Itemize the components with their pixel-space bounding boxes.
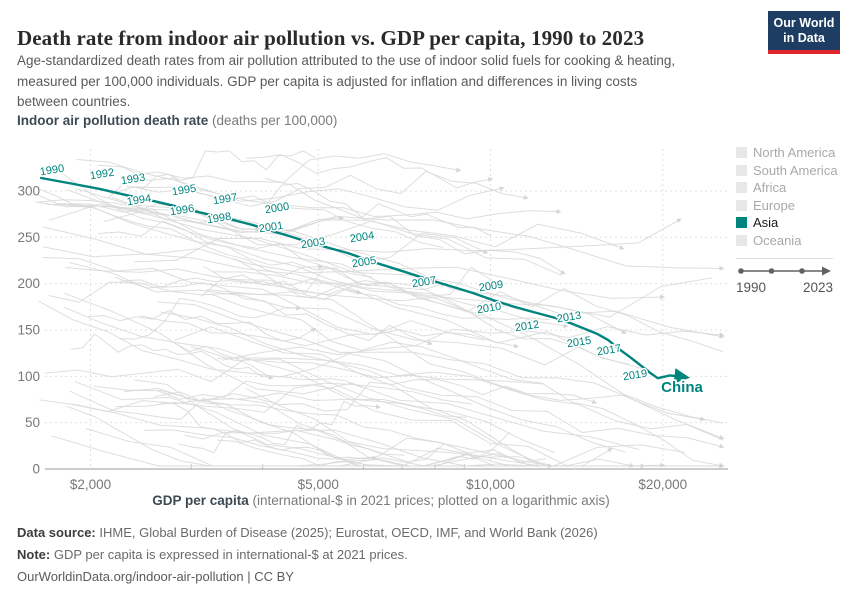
year-label: 2010 [476,301,502,317]
legend-item-europe[interactable]: Europe [736,197,846,215]
legend-label: South America [753,162,838,178]
year-label: 1997 [212,192,238,208]
legend-divider [736,258,833,259]
year-label: 2005 [351,255,377,271]
y-tick-label: 200 [17,276,40,291]
year-label: 1992 [89,167,115,183]
legend-swatch [736,199,747,211]
year-label: 2004 [349,230,375,246]
owid-logo-line1: Our World [773,16,835,30]
legend-item-africa[interactable]: Africa [736,179,846,197]
legend-label: Oceania [753,232,802,248]
legend-label: North America [753,145,836,161]
year-label: 2001 [258,220,284,236]
legend-swatch [736,164,747,176]
year-label: 1994 [126,193,152,209]
subtitle-line: Age-standardized death rates from air po… [17,53,676,68]
year-label: 2007 [411,275,437,291]
footer: Data source: IHME, Global Burden of Dise… [17,522,598,588]
axes: 0 50 100 150 200 250 300 $2,000 $5,000 $10,000 $20… [17,183,728,492]
timeline-dot [738,268,744,274]
x-axis-title: GDP per capita (international-$ in 2021 … [152,493,610,508]
year-label: 1995 [171,183,197,199]
background-series [35,150,725,469]
timeline-dot [799,268,805,274]
timeline-arrow-icon [822,266,831,276]
year-label: 2019 [622,368,648,384]
y-tick-label: 150 [17,322,40,337]
legend-items: North America South America Africa Europe As… [736,144,846,249]
page-title: Death rate from indoor air pollution vs.… [17,26,645,51]
y-tick-label: 300 [17,183,40,198]
year-label: 1996 [169,203,195,219]
timeline-dot [768,268,775,274]
subtitle-line: measured per 100,000 individuals. GDP pe… [17,73,638,89]
data-source-line: Data source: IHME, Global Burden of Dise… [17,525,598,540]
y-tick-label: 100 [17,369,40,384]
year-labels: 1990 1992 1993 1994 1995 1996 1997 1998 2000 2001… [38,161,650,385]
license-link[interactable]: OurWorldinData.org/indoor-air-pollution … [17,569,294,584]
legend-label: Africa [753,180,787,196]
legend-swatch [736,234,747,246]
subtitle-line: between countries. [17,94,131,109]
legend-swatch [736,147,747,159]
legend-swatch [736,217,747,229]
legend-label: Europe [753,197,795,213]
year-label: 1998 [206,211,232,227]
timeline-start-year[interactable]: 1990 [736,280,767,295]
note-line: Note: GDP per capita is expressed in int… [17,547,408,562]
legend-item-asia[interactable]: Asia [736,214,846,232]
china-line [39,176,690,384]
y-tick-label: 250 [17,230,40,245]
year-label: 2000 [264,201,290,217]
year-label: 2013 [556,310,582,326]
chart-canvas: GDP per capita (international-$ in 2021 … [17,149,728,508]
legend-swatch [736,182,747,194]
chart-area[interactable]: GDP per capita (international-$ in 2021 … [0,135,760,515]
year-label: 2003 [300,236,326,252]
year-label: 2017 [596,343,622,359]
x-tick-label: $2,000 [70,477,111,492]
year-label: 2009 [478,279,504,295]
legend-item-south-america[interactable]: South America [736,162,846,180]
legend-label: Asia [753,215,779,231]
y-axis-title: Indoor air pollution death rate (deaths … [17,113,338,128]
legend-item-north-america[interactable]: North America [736,144,846,162]
timeline-end-year[interactable]: 2023 [802,280,833,295]
owid-logo-line2: in Data [783,31,825,45]
year-label: 1990 [39,163,65,179]
year-label: 1993 [120,172,146,188]
year-label: 2015 [566,335,592,351]
legend: North America South America Africa Europe As… [736,144,846,295]
owid-logo: Our World in Data [768,11,840,54]
year-label: 2012 [514,319,540,335]
x-tick-label: $20,000 [638,477,687,492]
x-tick-label: $10,000 [466,477,515,492]
series-end-label: China [661,379,703,396]
legend-item-oceania[interactable]: Oceania [736,232,846,250]
y-tick-label: 0 [32,462,40,477]
chart-subtitle: Age-standardized death rates from air po… [17,51,797,113]
timeline-years: 1990 2023 [736,280,833,295]
timeline-slider[interactable] [736,263,833,278]
y-tick-label: 50 [25,415,40,430]
x-tick-label: $5,000 [298,477,339,492]
